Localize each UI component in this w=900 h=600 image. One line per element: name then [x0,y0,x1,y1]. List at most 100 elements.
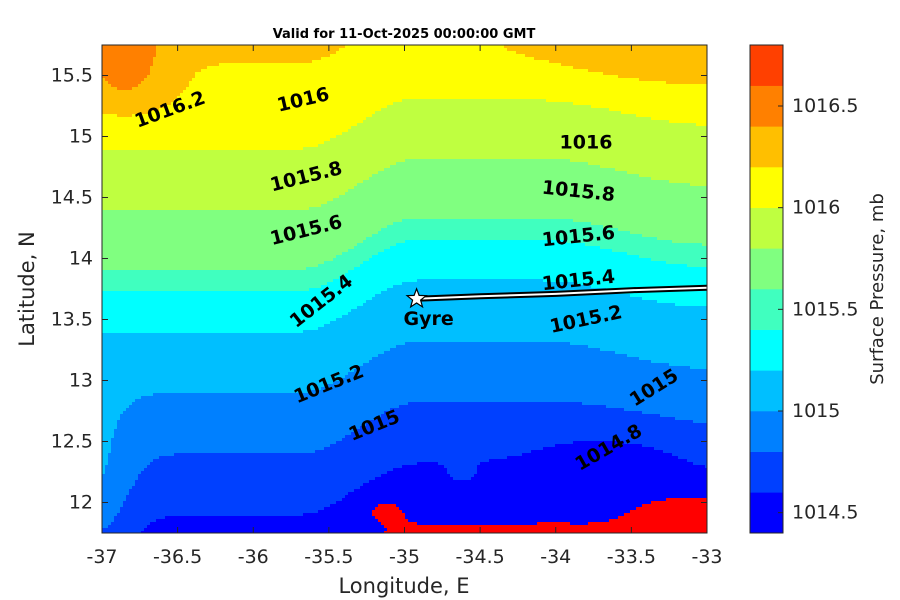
field-cell [474,69,478,73]
field-cell [132,78,136,82]
field-cell [600,114,604,118]
field-cell [591,72,595,76]
field-cell [135,87,139,91]
field-cell [288,63,292,67]
field-cell [444,99,448,103]
field-cell [327,102,331,106]
field-cell [351,117,355,121]
field-cell [660,102,664,106]
field-cell [267,99,271,103]
field-cell [306,63,310,67]
field-cell [615,111,619,115]
field-cell [429,84,433,88]
field-cell [246,57,250,61]
field-cell [126,72,130,76]
field-cell [510,114,514,118]
field-cell [570,54,574,58]
field-cell [150,99,154,103]
field-cell [216,72,220,76]
field-cell [228,51,232,55]
field-cell [312,57,316,61]
field-cell [186,48,190,52]
field-cell [300,54,304,58]
field-cell [168,111,172,115]
field-cell [309,87,313,91]
field-cell [465,111,469,115]
field-cell [504,63,508,67]
field-cell [108,75,112,79]
field-cell [492,57,496,61]
field-cell [582,78,586,82]
field-cell [486,48,490,52]
field-cell [390,90,394,94]
field-cell [402,72,406,76]
field-cell [438,87,442,91]
field-cell [183,72,187,76]
field-cell [129,63,133,67]
field-cell [423,69,427,73]
field-cell [672,48,676,52]
field-cell [465,45,469,49]
field-cell [480,108,484,112]
field-cell [255,69,259,73]
field-cell [687,102,691,106]
field-cell [639,51,643,55]
field-cell [183,60,187,64]
field-cell [639,99,643,103]
field-cell [267,63,271,67]
field-cell [510,96,514,100]
field-cell [231,102,235,106]
field-cell [333,84,337,88]
field-cell [114,78,118,82]
field-cell [237,93,241,97]
field-cell [198,75,202,79]
field-cell [132,87,136,91]
field-cell [519,90,523,94]
field-cell [501,90,505,94]
field-cell [663,66,667,70]
field-cell [417,78,421,82]
field-cell [624,87,628,91]
field-cell [315,48,319,52]
field-cell [702,72,706,76]
field-cell [222,84,226,88]
field-cell [216,78,220,82]
field-cell [624,96,628,100]
field-cell [438,96,442,100]
field-cell [651,54,655,58]
field-cell [564,63,568,67]
field-cell [594,93,598,97]
field-cell [441,51,445,55]
field-cell [381,57,385,61]
field-cell [477,63,481,67]
field-cell [459,96,463,100]
field-cell [393,45,397,49]
field-cell [327,117,331,121]
field-cell [501,69,505,73]
field-cell [687,48,691,52]
field-cell [255,66,259,70]
field-cell [555,54,559,58]
field-cell [147,87,151,91]
field-cell [189,51,193,55]
field-cell [186,99,190,103]
field-cell [366,96,370,100]
field-cell [165,99,169,103]
field-cell [435,78,439,82]
field-cell [264,84,268,88]
field-cell [492,81,496,85]
field-cell [114,99,118,103]
field-cell [561,96,565,100]
field-cell [468,90,472,94]
field-cell [159,48,163,52]
field-cell [588,45,592,49]
field-cell [198,93,202,97]
field-cell [639,54,643,58]
field-cell [486,111,490,115]
field-cell [693,84,697,88]
field-cell [534,69,538,73]
field-cell [663,48,667,52]
field-cell [129,48,133,52]
field-cell [579,114,583,118]
field-cell [594,105,598,109]
